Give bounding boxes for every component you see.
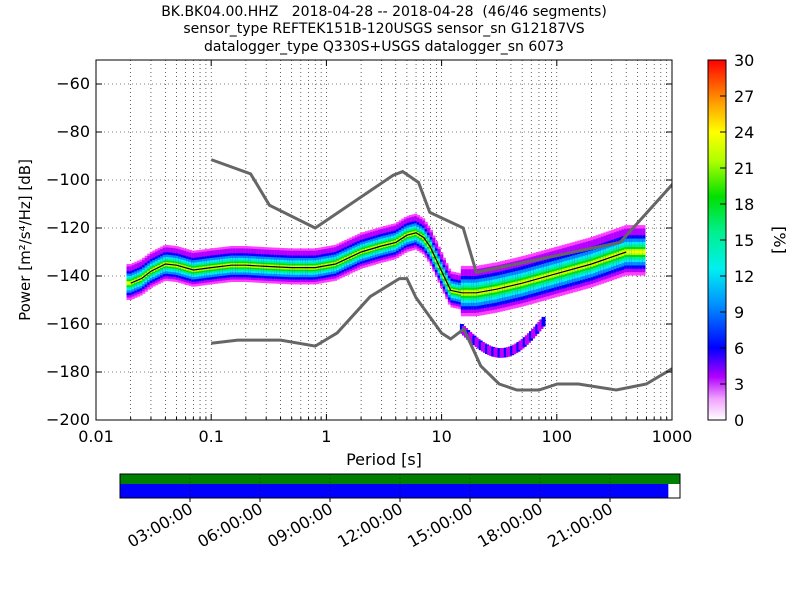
chart-title-line-3: datalogger_type Q330S+USGS datalogger_sn… [204,39,564,55]
psd-cell [487,345,492,356]
psd-cell [505,347,510,357]
x-tick-label: 100 [542,427,573,446]
colorbar-label: [%] [770,226,789,254]
psd-cell [508,346,513,357]
colorbar-tick-label: 6 [734,339,744,358]
psd-cell [480,341,485,352]
colorbar-tick-label: 3 [734,375,744,394]
psd-cell [493,347,498,358]
x-tick-label: 10 [431,427,451,446]
colorbar-tick-label: 12 [734,267,754,286]
y-tick-label: −60 [56,74,90,93]
psd-cell [501,348,506,358]
high-noise-model-line [210,158,672,275]
time-tick-label: 18:00:00 [474,499,546,551]
psd-cell [520,338,525,349]
psd-cell [485,344,490,355]
psd-cell [478,340,483,351]
psd-cell [489,346,494,356]
psd-cell [637,250,641,254]
colorbar-tick-label: 27 [734,87,754,106]
y-tick-label: −120 [46,218,90,237]
psd-cell [126,282,130,285]
psd-cell [526,333,531,343]
psd-cell [497,348,502,358]
psd-cell [528,331,533,341]
psd-cell [466,330,471,340]
y-tick-label: −140 [46,266,90,285]
colorbar-tick-label: 21 [734,159,754,178]
availability-bar-blue [120,484,669,498]
psd-cell [522,337,527,347]
psd-cell [639,250,643,254]
psd-cell [510,345,515,356]
psd-cell [537,321,542,332]
x-axis-label: Period [s] [346,450,422,469]
psd-cell [533,326,538,337]
x-tick-label: 1 [321,427,331,446]
colorbar-tick-label: 30 [734,51,754,70]
psd-cell [634,250,638,254]
psd-cell [495,347,500,358]
median-line [130,232,627,294]
y-axis-label: Power [m²/s⁴/Hz] [dB] [16,159,34,321]
psd-cell [631,250,636,254]
psd-cell [491,347,496,357]
psd-cell [470,333,475,344]
plot-frame [95,59,673,421]
psd-cell [541,316,546,327]
psd-cell [476,339,481,349]
y-tick-label: −180 [46,362,90,381]
psd-cell [482,343,487,353]
psd-cell [472,335,477,346]
chart-title-line-2: sensor_type REFTEK151B-120USGS sensor_sn… [183,21,584,37]
time-tick-label: 21:00:00 [544,499,616,551]
psd-cell [503,347,508,358]
y-tick-label: −100 [46,170,90,189]
plot-area: 0.01 0.1 1 10 100 1000 −200 −180 −160 −140 −120 −1… [46,59,693,446]
psd-cell [642,250,646,254]
time-tick-label: 03:00:00 [124,499,196,551]
psd-cell [499,348,504,358]
time-tick-label: 09:00:00 [264,499,336,551]
psd-cell [626,250,630,254]
low-noise-model-line [211,277,672,392]
colorbar-tick-label: 15 [734,231,754,250]
psd-cell [531,328,536,339]
psd-cell [474,337,479,347]
x-tick-label: 1000 [652,427,693,446]
colorbar-tick-label: 0 [734,411,744,430]
psd-cell [539,319,544,329]
colorbar: 0 3 6 9 12 15 18 21 24 27 30 [%] [707,51,789,430]
psd-cell [524,335,529,345]
chart-title-line-1: BK.BK04.00.HHZ 2018-04-28 -- 2018-04-28 … [161,4,607,20]
psd-cell [518,340,523,351]
psd-cell [516,342,521,352]
y-tick-label: −160 [46,314,90,333]
psd-cell [514,343,519,354]
data-availability: 03:00:0006:00:0009:00:0012:00:0015:00:00… [119,473,681,551]
time-tick-label: 12:00:00 [334,499,406,551]
psd-cell [468,331,473,342]
y-tick-label: −80 [56,122,90,141]
colorbar-tick-label: 18 [734,195,754,214]
psd-cell [512,344,517,355]
psd-cell [629,250,633,254]
y-tick-label: −200 [46,410,90,429]
x-tick-label: 0.1 [198,427,223,446]
x-tick-label: 0.01 [78,427,114,446]
colorbar-tick-label: 9 [734,303,744,322]
psd-cell [535,324,540,334]
time-tick-label: 15:00:00 [404,499,476,551]
time-tick-label: 06:00:00 [194,499,266,551]
colorbar-tick-label: 24 [734,123,754,142]
